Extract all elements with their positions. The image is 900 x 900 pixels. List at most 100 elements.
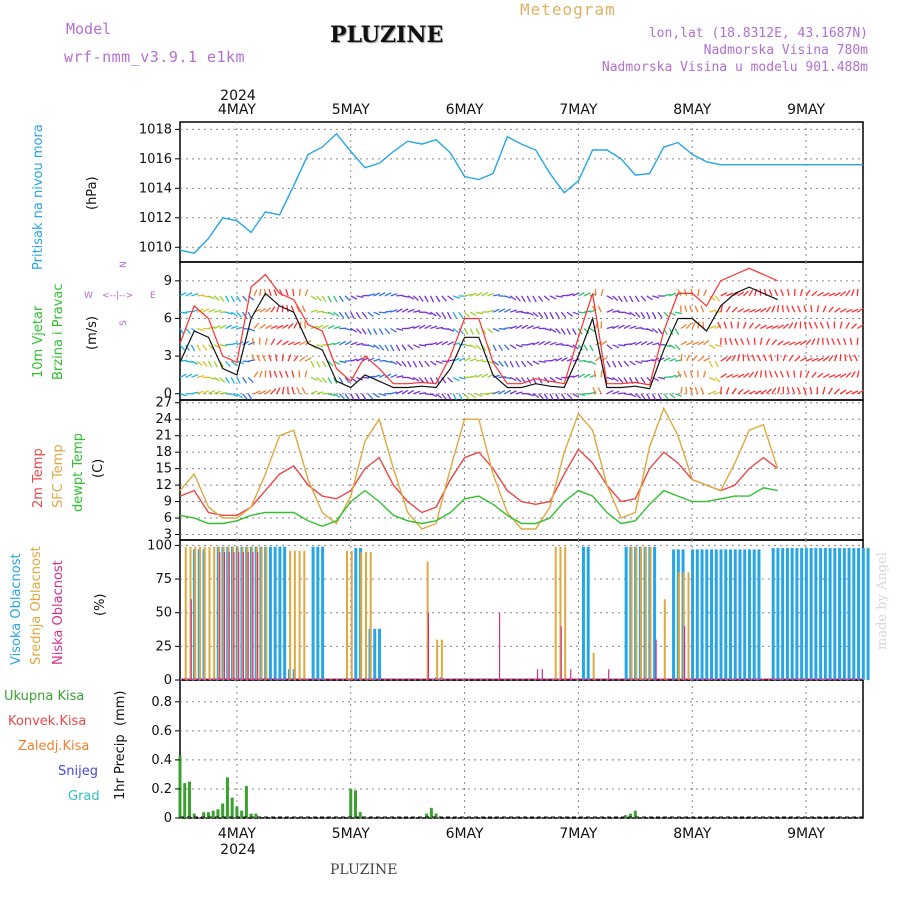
wind-vector [737, 321, 740, 329]
wind-vector [384, 344, 390, 352]
wind-vector [623, 324, 631, 330]
cloud-mid-bar [293, 550, 296, 680]
wind-vector [839, 308, 847, 313]
wind-vector [726, 373, 734, 379]
precip-unit: (mm) [113, 691, 128, 726]
y-tick-label: 0 [164, 387, 172, 402]
cloud-mid-bar [189, 546, 192, 680]
wind-vector [293, 341, 301, 346]
wind-vector [677, 370, 682, 378]
wind-vector [811, 371, 817, 378]
wind-vector [849, 337, 853, 345]
panel-frame-4 [179, 679, 864, 819]
precip-bar [249, 813, 253, 818]
wind-vector [265, 389, 272, 395]
pressure-line [179, 132, 863, 254]
wind-vector [657, 311, 663, 319]
wind-vector [816, 305, 820, 313]
wind-vector [817, 372, 824, 378]
wind-vector [413, 309, 421, 313]
wind-vector [373, 374, 381, 379]
wind-vector [822, 373, 830, 378]
wind-vector [384, 328, 391, 335]
wind-vector [612, 310, 620, 313]
wind-vector [296, 305, 301, 313]
cloud-high-bar [691, 549, 695, 680]
wind-vector [316, 324, 324, 330]
wind-vector [179, 328, 185, 335]
cloud-high-bar [819, 548, 823, 680]
wind-vector [219, 344, 227, 347]
cloud-high-bar [781, 548, 785, 680]
wind-vector [515, 344, 523, 348]
wind-vector [412, 295, 420, 302]
wind-vector [407, 389, 415, 395]
wind-vector [791, 305, 796, 313]
wind-vector [805, 289, 811, 297]
wind-vector [629, 311, 636, 317]
y-tick-label: 12 [155, 478, 172, 493]
wind-vector [230, 325, 238, 330]
wind-vector [242, 340, 250, 346]
wind-vector [651, 393, 657, 401]
wind-vector [242, 377, 248, 384]
wind-vector [333, 341, 341, 346]
cloud-low-bar [233, 552, 235, 680]
wind-vector [780, 289, 784, 297]
wind-vector [333, 360, 341, 366]
wind-vector [373, 358, 381, 362]
wind-vector [333, 326, 341, 330]
wind-vector [367, 311, 374, 317]
wind-vector [675, 311, 683, 315]
wind-vector [611, 360, 617, 368]
wind-vector [316, 391, 324, 395]
wind-vector [680, 340, 688, 346]
wind-vector [555, 311, 560, 319]
wind-vector [629, 341, 637, 346]
wind-vector [826, 337, 830, 345]
wind-vector [293, 355, 299, 362]
wind-vector [746, 354, 750, 362]
precip-bar [633, 810, 637, 818]
y-tick-label: 6 [164, 311, 172, 326]
wind-vector [424, 295, 429, 303]
wind-vector [430, 341, 438, 346]
wind-vector [407, 376, 415, 381]
y-tick-label: 1018 [139, 122, 172, 137]
wind-vector [492, 308, 500, 313]
wind-vector [452, 393, 457, 401]
wind-vector [629, 325, 637, 330]
cloud-low-bar [560, 626, 562, 680]
cloud-mid-bar [298, 550, 301, 680]
wind-vector [230, 295, 235, 303]
wind-vector [684, 305, 688, 313]
wind-vector [213, 309, 222, 313]
wind-vector [475, 373, 483, 379]
wind-vector [236, 311, 243, 318]
wind-vector [742, 321, 747, 329]
wind-vector [549, 341, 557, 346]
wind-vector [390, 327, 397, 333]
wind-vector [657, 376, 666, 380]
wind-vector [338, 311, 345, 319]
wind-vector [276, 387, 281, 395]
wind-vector [202, 389, 210, 395]
compass-w: W [84, 291, 93, 301]
wind-vector [851, 289, 855, 297]
wind-vector [253, 371, 259, 378]
wind-vector [464, 393, 470, 400]
cloud-high-bar [378, 628, 382, 680]
wind-vector [185, 373, 193, 378]
wind-vector [316, 310, 324, 313]
wind-vector [469, 328, 475, 336]
wind-vector [578, 291, 585, 297]
wind-vector [378, 344, 385, 351]
wind-vector [515, 295, 521, 302]
wind-vector [646, 311, 651, 319]
cloud-low-bar [247, 552, 249, 680]
y-tick-label: 0.8 [151, 695, 172, 710]
cloud-high-bar [321, 546, 325, 680]
wind-vector [503, 344, 510, 351]
wind-vector [446, 393, 452, 401]
wind-vector [794, 321, 798, 329]
